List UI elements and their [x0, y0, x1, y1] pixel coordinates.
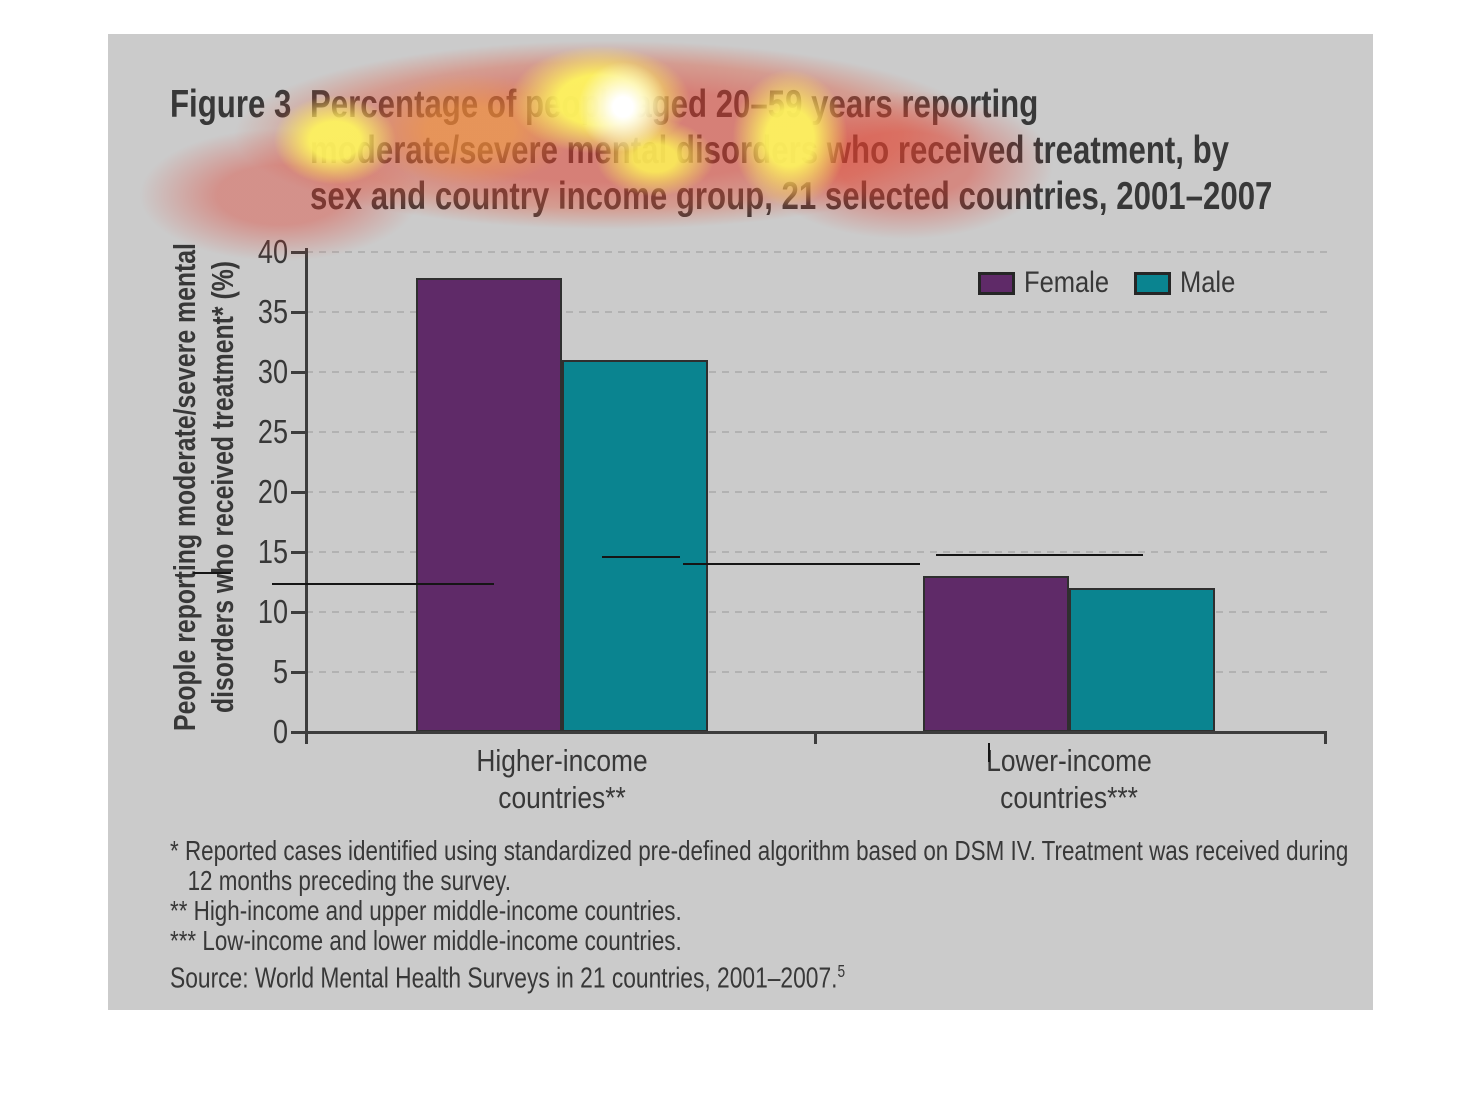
annotation-stroke [936, 554, 1143, 556]
y-axis-tick-label: 15 [257, 533, 288, 570]
x-category-label: Lower-income countries*** [899, 742, 1239, 816]
footnote-line: *** Low-income and lower middle-income c… [170, 925, 682, 956]
y-axis-tick [291, 371, 305, 374]
annotation-stroke [272, 583, 494, 585]
source-superscript: 5 [837, 962, 846, 981]
legend: Female Male [978, 266, 1245, 300]
annotation-stroke [683, 563, 920, 565]
footnote-line: ** High-income and upper middle-income c… [170, 895, 682, 926]
source-line: Source: World Mental Health Surveys in 2… [170, 962, 845, 996]
x-category-label-line: Higher-income [476, 743, 648, 778]
annotation-stroke [602, 556, 680, 558]
footnote-line: * Reported cases identified using standa… [170, 835, 1349, 866]
y-axis-tick [291, 251, 305, 254]
y-axis-tick-label: 30 [257, 353, 288, 390]
figure-title-line-2: moderate/severe mental disorders who rec… [310, 129, 1230, 172]
y-axis-tick-label: 40 [257, 233, 288, 270]
y-axis-tick [291, 431, 305, 434]
x-category-label-line: countries*** [1000, 780, 1138, 815]
legend-label-male: Male [1180, 266, 1236, 299]
y-axis-tick [291, 731, 305, 734]
x-category-label-line: Lower-income [986, 743, 1152, 778]
x-category-label-line: countries** [498, 780, 626, 815]
figure-label: Figure 3 [170, 83, 292, 126]
y-axis-tick [291, 611, 305, 614]
bar-male-group1 [562, 360, 708, 732]
y-axis-tick-label: 10 [257, 593, 288, 630]
y-axis [305, 248, 308, 744]
y-axis-tick [291, 311, 305, 314]
y-axis-tick [291, 551, 305, 554]
bar-female-group2 [923, 576, 1069, 732]
annotation-stroke [193, 572, 231, 574]
y-axis-tick-label: 35 [257, 293, 288, 330]
bar-male-group2 [1069, 588, 1215, 732]
annotation-stroke [988, 743, 990, 762]
gridline [306, 251, 1330, 253]
figure-title: Percentage of people aged 20–59 years re… [310, 82, 1272, 220]
legend-swatch-female [978, 271, 1015, 295]
y-axis-tick [291, 491, 305, 494]
source-text: Source: World Mental Health Surveys in 2… [170, 962, 838, 995]
figure-title-line-1: Percentage of people aged 20–59 years re… [310, 83, 1039, 126]
y-axis-tick-label: 5 [272, 653, 288, 690]
legend-label-female: Female [1024, 266, 1110, 299]
x-category-label: Higher-income countries** [392, 742, 732, 816]
y-axis-tick [291, 671, 305, 674]
footnote-line: 12 months preceding the survey. [187, 865, 511, 896]
y-axis-tick-label: 25 [257, 413, 288, 450]
footnotes: * Reported cases identified using standa… [170, 836, 1482, 956]
legend-swatch-male [1134, 271, 1172, 295]
bar-female-group1 [416, 278, 562, 732]
figure-title-line-3: sex and country income group, 21 selecte… [310, 175, 1273, 218]
y-axis-tick-label: 0 [272, 713, 288, 750]
y-axis-tick-label: 20 [257, 473, 288, 510]
x-axis [305, 731, 1326, 734]
